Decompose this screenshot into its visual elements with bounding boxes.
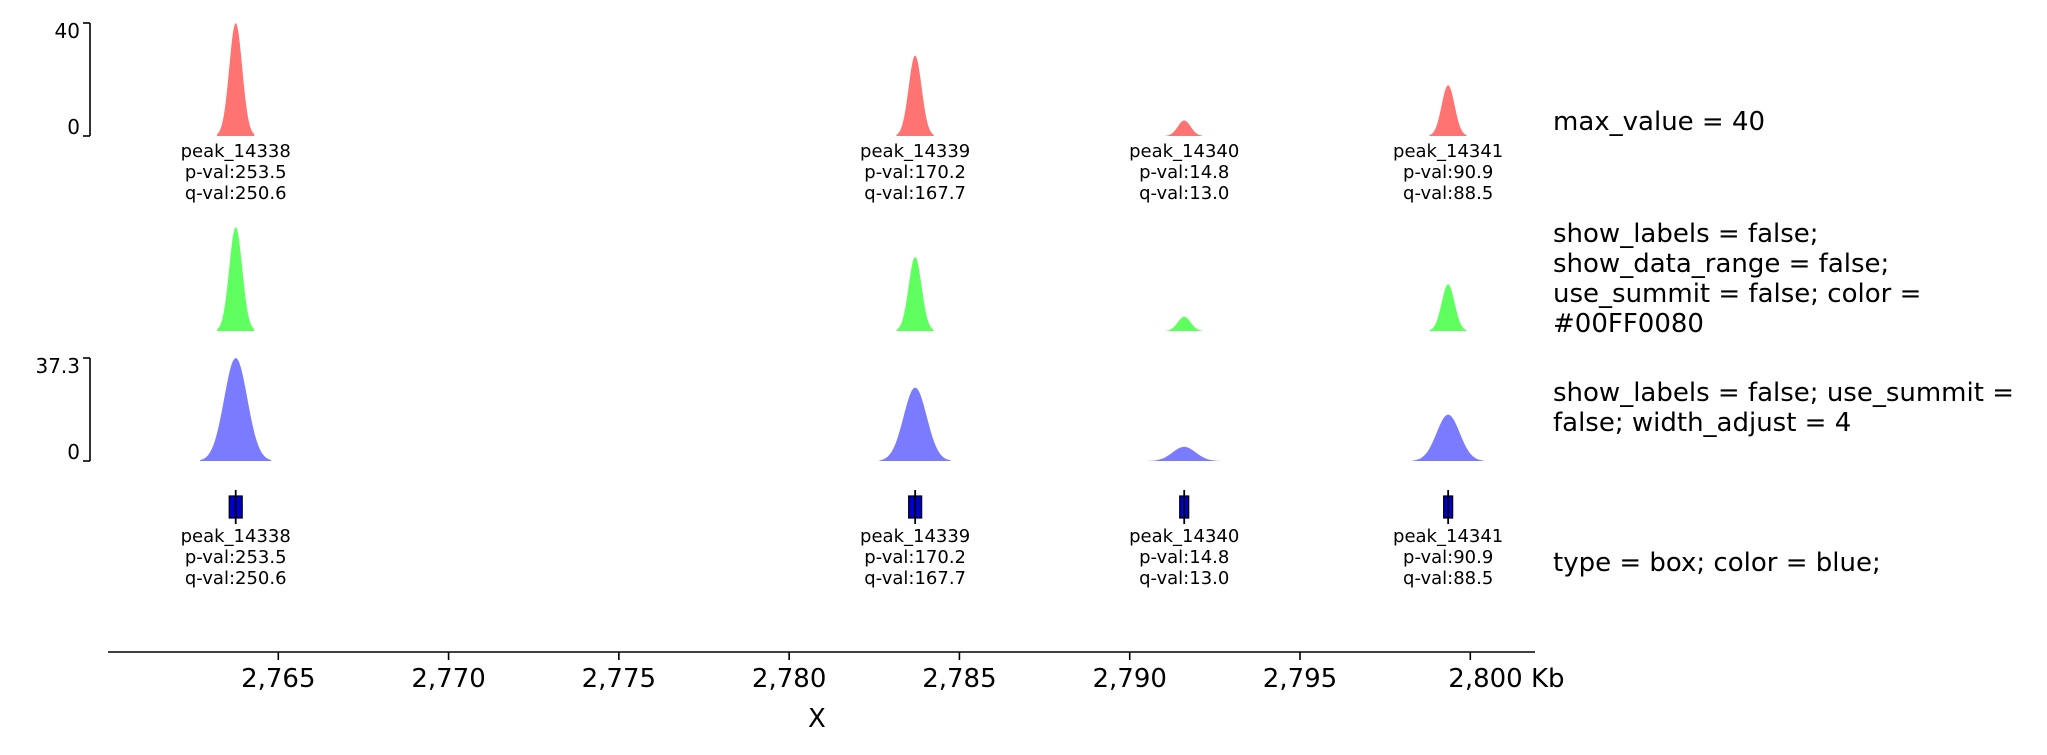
peak-area xyxy=(896,55,934,136)
peak-name-label: peak_14341 xyxy=(1393,526,1503,547)
x-tick-label: 2,795 xyxy=(1263,664,1337,694)
peak-name-label: peak_14339 xyxy=(860,141,970,162)
data-range-max-label: 40 xyxy=(55,19,80,43)
note-track-1: max_value = 40 xyxy=(1553,107,1766,137)
track-green-peaks xyxy=(217,227,1467,331)
peak-name-label: peak_14338 xyxy=(181,141,291,162)
data-range-min-label: 0 xyxy=(67,115,80,139)
note-track-2: show_labels = false; show_data_range = f… xyxy=(1553,219,1922,339)
peak-qval-label: q-val:250.6 xyxy=(185,568,287,589)
peak-pval-label: p-val:90.9 xyxy=(1403,162,1493,183)
peak-area xyxy=(217,227,255,331)
peak-area xyxy=(1148,446,1220,461)
peak-pval-label: p-val:253.5 xyxy=(185,162,287,183)
data-range-min-label: 0 xyxy=(67,440,80,464)
peak-area xyxy=(1165,316,1203,331)
peak-qval-label: q-val:167.7 xyxy=(864,568,966,589)
peak-name-label: peak_14340 xyxy=(1129,526,1239,547)
peak-name-label: peak_14340 xyxy=(1129,141,1239,162)
peak-area xyxy=(879,387,951,461)
peak-pval-label: p-val:170.2 xyxy=(864,162,966,183)
x-tick-label: 2,780 xyxy=(752,664,826,694)
peak-area xyxy=(1429,284,1467,331)
x-tick-label: 2,790 xyxy=(1092,664,1166,694)
x-tick-label: 2,775 xyxy=(582,664,656,694)
peak-qval-label: q-val:13.0 xyxy=(1139,568,1229,589)
peak-qval-label: q-val:88.5 xyxy=(1403,183,1493,204)
x-axis-label: X xyxy=(808,704,826,734)
note-track-3: show_labels = false; use_summit = false;… xyxy=(1553,378,2014,438)
peak-name-label: peak_14341 xyxy=(1393,141,1503,162)
x-tick-label: 2,800 Kb xyxy=(1448,664,1564,694)
x-tick-label: 2,785 xyxy=(922,664,996,694)
peak-qval-label: q-val:250.6 xyxy=(185,183,287,204)
track-blue-peaks-wide: 37.30 xyxy=(35,354,1484,464)
note-track-4: type = box; color = blue; xyxy=(1553,548,1881,578)
x-tick-label: 2,765 xyxy=(241,664,315,694)
peak-qval-label: q-val:88.5 xyxy=(1403,568,1493,589)
peak-pval-label: p-val:14.8 xyxy=(1139,547,1229,568)
peak-qval-label: q-val:13.0 xyxy=(1139,183,1229,204)
peak-name-label: peak_14339 xyxy=(860,526,970,547)
peak-area xyxy=(1165,120,1203,136)
peak-qval-label: q-val:167.7 xyxy=(864,183,966,204)
peak-pval-label: p-val:170.2 xyxy=(864,547,966,568)
x-tick-label: 2,770 xyxy=(411,664,485,694)
peak-pval-label: p-val:14.8 xyxy=(1139,162,1229,183)
peak-pval-label: p-val:90.9 xyxy=(1403,547,1493,568)
peak-area xyxy=(896,257,934,331)
x-axis: 2,765 2,770 2,775 2,780 2,785 2,790 2,795 2,800… xyxy=(108,651,1565,694)
peak-name-label: peak_14338 xyxy=(181,526,291,547)
peak-area xyxy=(1412,414,1484,461)
peak-area xyxy=(1429,85,1467,136)
peak-area xyxy=(200,358,272,461)
peak-pval-label: p-val:253.5 xyxy=(185,547,287,568)
data-range-max-label: 37.3 xyxy=(35,354,80,378)
peak-area xyxy=(217,23,255,137)
